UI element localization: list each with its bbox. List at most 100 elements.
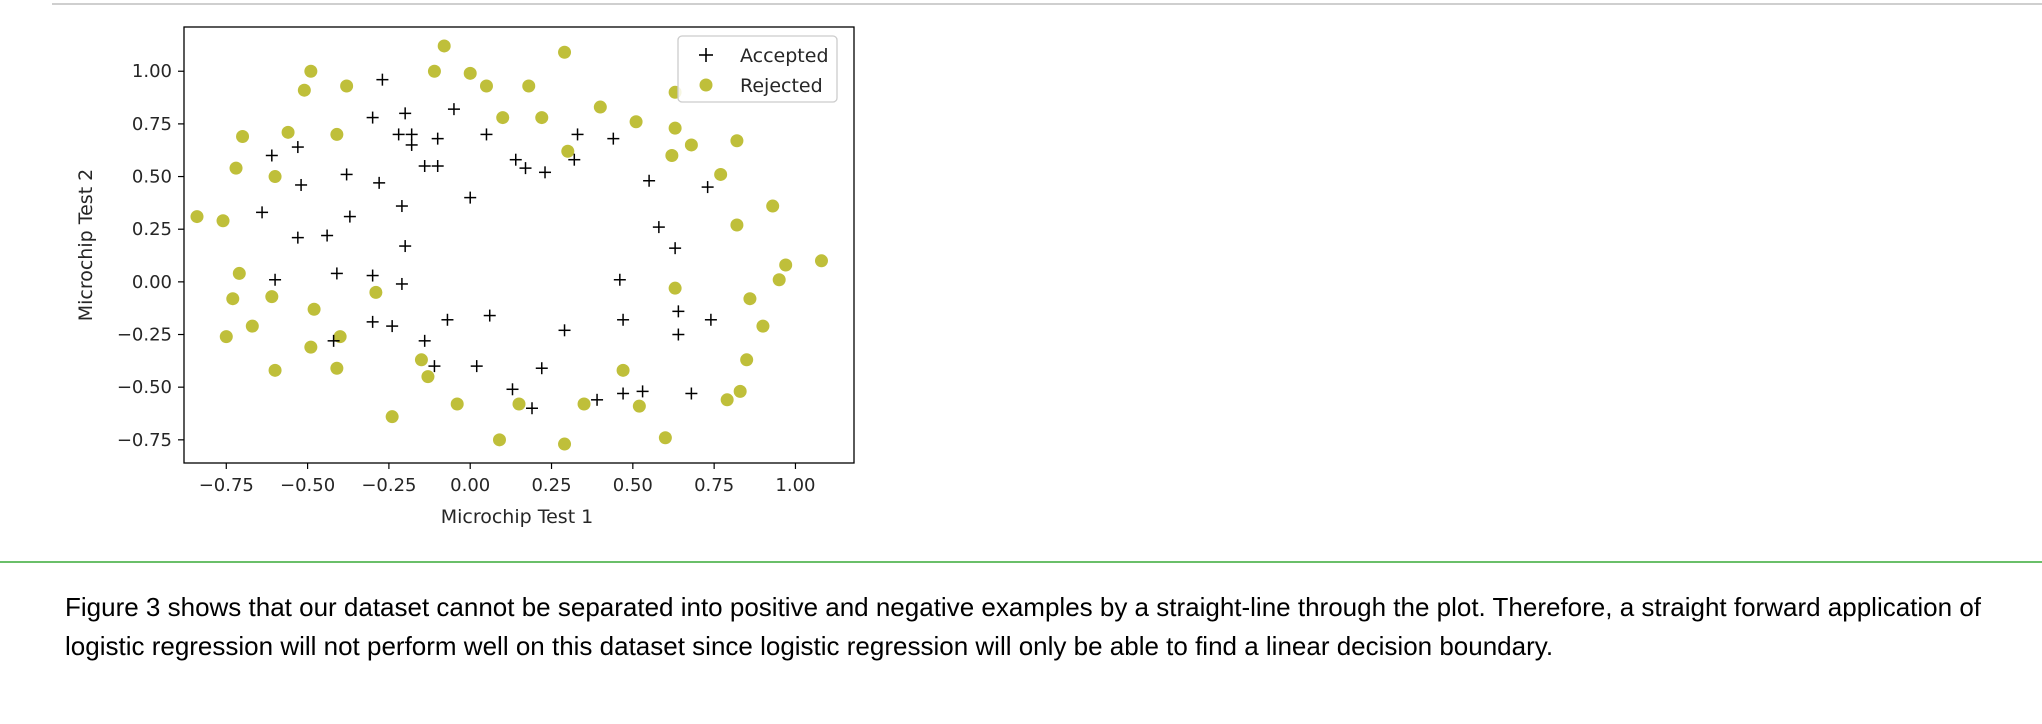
rejected-point	[814, 254, 828, 268]
accepted-point	[327, 334, 340, 347]
y-tick-label: 0.75	[132, 114, 172, 135]
rejected-point	[730, 218, 744, 232]
rejected-point	[772, 273, 786, 287]
rejected-point	[743, 292, 757, 306]
rejected-point	[330, 361, 344, 375]
accepted-point	[395, 277, 408, 290]
accepted-point	[428, 360, 441, 373]
accepted-point	[343, 210, 356, 223]
x-tick: 0.25	[531, 463, 572, 496]
cell-top-rule	[52, 0, 2042, 5]
x-tick: 0.75	[694, 463, 734, 496]
accepted-point	[431, 160, 444, 173]
accepted-point	[447, 103, 460, 116]
accepted-point	[539, 166, 552, 179]
legend-rejected-label: Rejected	[740, 75, 823, 97]
accepted-point	[672, 328, 685, 341]
accepted-point	[441, 313, 454, 326]
rejected-point	[720, 393, 734, 407]
accepted-point	[672, 305, 685, 318]
accepted-point	[399, 107, 412, 120]
accepted-point	[366, 111, 379, 124]
accepted-point	[399, 240, 412, 253]
rejected-point	[333, 330, 347, 344]
accepted-point	[405, 138, 418, 151]
x-tick-label: 0.50	[613, 475, 653, 496]
rejected-point	[330, 127, 344, 141]
accepted-point	[470, 360, 483, 373]
rejected-point	[668, 121, 682, 135]
accepted-point	[591, 393, 604, 406]
rejected-point	[779, 258, 793, 272]
accepted-point	[373, 176, 386, 189]
legend-accepted-label: Accepted	[740, 45, 829, 67]
accepted-point	[607, 132, 620, 145]
rejected-point	[668, 281, 682, 295]
y-tick: −0.25	[117, 325, 184, 346]
rejected-point	[535, 111, 549, 125]
rejected-point	[766, 199, 780, 213]
x-tick-label: −0.50	[280, 475, 335, 496]
accepted-point	[643, 174, 656, 187]
accepted-point	[418, 334, 431, 347]
accepted-point	[704, 313, 717, 326]
y-axis-label: Microchip Test 2	[75, 169, 97, 322]
rejected-point	[632, 399, 646, 413]
rejected-point	[450, 397, 464, 411]
accepted-point	[386, 320, 399, 333]
x-axis: −0.75 −0.50 −0.25 0.00 0.25 0.50 0.75 1.00	[199, 463, 815, 496]
legend-accepted-marker	[699, 48, 713, 62]
rejected-point	[304, 64, 318, 78]
accepted-point	[395, 200, 408, 213]
rejected-point	[236, 130, 250, 144]
accepted-point	[291, 141, 304, 154]
cell-output-area: −0.75 −0.50 −0.25 0.00 0.25 0.50 0.75 1.00 −0.7…	[75, 26, 855, 528]
rejected-point	[229, 161, 243, 175]
accepted-point	[571, 128, 584, 141]
scatter-chart: −0.75 −0.50 −0.25 0.00 0.25 0.50 0.75 1.00 −0.7…	[75, 26, 855, 528]
y-tick: 1.00	[132, 61, 184, 82]
accepted-point	[617, 313, 630, 326]
legend: Accepted Rejected	[677, 35, 838, 103]
y-tick: −0.75	[117, 430, 184, 451]
y-tick: 0.75	[132, 114, 184, 135]
rejected-point	[414, 353, 428, 367]
x-tick-label: −0.75	[199, 475, 254, 496]
y-tick: 0.50	[132, 167, 184, 188]
accepted-point	[535, 362, 548, 375]
rejected-point	[684, 138, 698, 152]
rejected-point	[496, 111, 510, 125]
accepted-point	[558, 324, 571, 337]
accepted-point	[418, 160, 431, 173]
accepted-point	[701, 181, 714, 194]
rejected-point	[658, 431, 672, 445]
rejected-point	[756, 319, 770, 333]
y-tick-label: −0.50	[117, 377, 172, 398]
accepted-point	[405, 128, 418, 141]
rejected-point	[421, 370, 435, 384]
rejected-point	[463, 66, 477, 80]
rejected-point	[304, 340, 318, 354]
accepted-point	[366, 269, 379, 282]
x-tick-label: 0.25	[531, 475, 571, 496]
accepted-point	[295, 178, 308, 191]
accepted-point	[483, 309, 496, 322]
accepted-point	[392, 128, 405, 141]
x-tick: 1.00	[775, 463, 815, 496]
accepted-point	[330, 267, 343, 280]
y-tick: 0.00	[132, 272, 184, 293]
rejected-point	[216, 214, 230, 228]
accepted-point	[340, 168, 353, 181]
rejected-point	[561, 144, 575, 158]
accepted-point	[568, 153, 581, 166]
rejected-point	[512, 397, 526, 411]
rejected-point	[522, 79, 536, 93]
accepted-point	[480, 128, 493, 141]
rejected-point	[714, 167, 728, 181]
rejected-point	[265, 290, 279, 304]
markdown-cell: Figure 3 shows that our dataset cannot b…	[65, 588, 2025, 666]
y-tick-label: 0.50	[132, 167, 172, 188]
accepted-point	[431, 132, 444, 145]
accepted-point	[366, 315, 379, 328]
accepted-point	[256, 206, 269, 219]
